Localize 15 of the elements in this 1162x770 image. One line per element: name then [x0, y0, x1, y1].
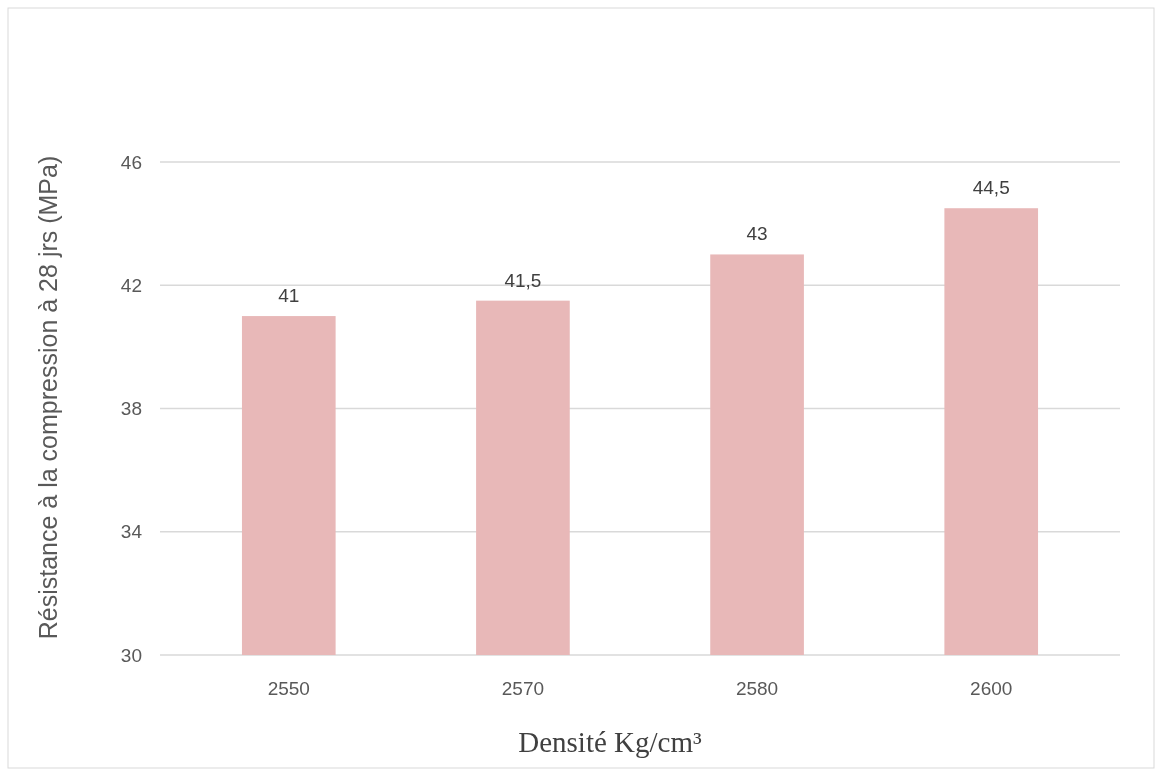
y-axis-title: Résistance à la compression à 28 jrs (MPa) — [34, 155, 62, 640]
y-tick-label: 46 — [120, 151, 142, 173]
data-label: 43 — [746, 223, 768, 245]
data-label: 41 — [278, 285, 300, 307]
y-tick-label: 34 — [120, 521, 143, 543]
x-tick-label: 2570 — [501, 678, 545, 699]
data-label: 41,5 — [504, 269, 542, 291]
x-axis-title: Densité Kg/cm³ — [518, 726, 703, 758]
x-tick-label: 2600 — [970, 678, 1013, 699]
y-tick-label: 30 — [120, 644, 142, 666]
y-tick-label: 42 — [120, 274, 142, 296]
x-tick-label: 2580 — [735, 678, 779, 699]
y-tick-label: 38 — [120, 398, 142, 420]
x-tick-label: 2550 — [267, 678, 310, 699]
data-label: 44,5 — [972, 177, 1010, 199]
